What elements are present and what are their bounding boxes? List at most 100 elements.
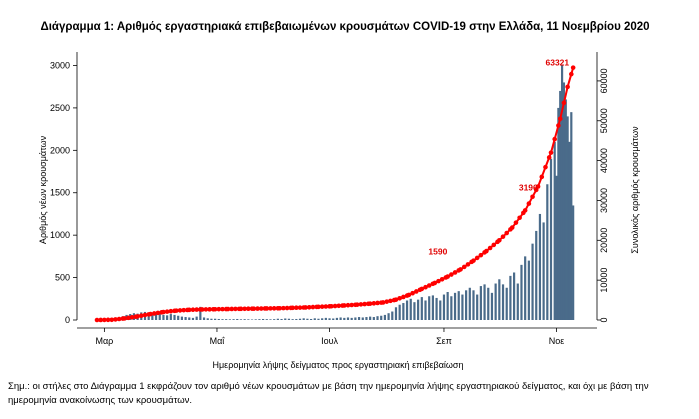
cumulative-point: [199, 307, 205, 312]
right-tick-label: 60000: [599, 68, 609, 93]
cumulative-point: [565, 84, 570, 90]
cumulative-point: [126, 315, 131, 321]
annotations-group: 1590 3196 63321: [428, 58, 569, 257]
left-tick-label: 2500: [50, 103, 70, 113]
bar: [154, 312, 158, 320]
cumulative-point: [225, 306, 231, 312]
bar: [217, 318, 220, 320]
cumulative-point: [432, 280, 438, 286]
cumulative-point: [530, 194, 535, 200]
bar: [398, 304, 401, 320]
cumulative-point: [255, 306, 260, 311]
bar: [494, 283, 497, 320]
right-y-axis: 0 10000 20000 30000 40000 50000 60000: [596, 52, 609, 323]
left-tick-label: 1000: [50, 230, 70, 240]
cumulative-point: [94, 317, 100, 323]
cumulative-point: [375, 300, 380, 306]
cumulative-point: [109, 317, 115, 323]
bar: [531, 243, 534, 320]
bar: [195, 316, 198, 320]
cumulative-point: [155, 310, 161, 316]
cumulative-point: [161, 309, 166, 315]
bar: [357, 317, 361, 320]
cumulative-point: [413, 289, 419, 294]
footnote: Σημ.: οι στήλες στο Διάγραμμα 1 εκφράζου…: [8, 381, 649, 406]
cumulative-point: [310, 304, 316, 310]
bar: [527, 260, 530, 320]
cumulative-point: [561, 100, 567, 106]
bar: [321, 318, 324, 320]
cumulative-point: [557, 116, 563, 122]
bar: [210, 318, 213, 320]
cumulative-point: [251, 306, 257, 311]
bar: [505, 287, 508, 320]
bar: [391, 311, 394, 320]
cumulative-point: [203, 307, 209, 312]
bar: [560, 65, 564, 320]
bar: [239, 319, 243, 320]
cumulative-point: [102, 317, 107, 323]
bar: [177, 315, 180, 320]
bar: [324, 317, 327, 320]
cumulative-point: [380, 300, 386, 305]
bar: [424, 300, 427, 320]
right-tick-label: 0: [599, 317, 609, 322]
bar: [354, 317, 357, 320]
bar: [291, 319, 294, 320]
cumulative-point: [306, 304, 312, 310]
bar: [158, 313, 161, 320]
cumulative-point: [569, 71, 574, 77]
cumulative-point: [271, 306, 277, 311]
cumulative-point: [138, 313, 144, 319]
bar: [431, 295, 434, 320]
cumulative-point: [186, 307, 192, 313]
cumulative-point: [177, 308, 183, 313]
bar: [487, 287, 490, 320]
bar: [405, 300, 409, 320]
cumulative-point: [332, 303, 338, 309]
cumulative-point: [142, 312, 148, 318]
x-tick-label: Ιουλ: [321, 336, 338, 346]
cumulative-point: [358, 302, 364, 307]
chart-title: Διάγραμμα 1: Αριθμός εργαστηριακά επιβεβ…: [40, 21, 649, 33]
cumulative-point: [461, 264, 467, 270]
bar: [254, 319, 257, 320]
bar: [490, 292, 494, 320]
bar: [262, 318, 265, 320]
cumulative-point: [345, 302, 351, 308]
bar: [428, 296, 431, 320]
bar: [309, 318, 313, 320]
bar: [346, 317, 350, 320]
bar: [570, 112, 573, 320]
bar: [402, 303, 405, 320]
cumulative-point: [207, 307, 212, 312]
cumulative-point: [181, 307, 187, 313]
bar: [284, 318, 287, 320]
cumulative-point: [319, 304, 325, 309]
x-tick-label: Σεπ: [436, 336, 452, 346]
cumulative-point: [546, 155, 552, 160]
y-axis-label-left: Αριθμός νέων κρουσμάτων: [38, 135, 48, 244]
cumulative-point: [436, 278, 441, 284]
cumulative-point: [491, 242, 497, 248]
bar: [546, 184, 549, 320]
cumulative-line-group: [94, 65, 576, 323]
cumulative-point: [268, 306, 273, 311]
bar: [442, 294, 446, 320]
bar: [572, 205, 575, 320]
bar: [247, 319, 250, 320]
cumulative-point: [533, 187, 539, 193]
cumulative-line: [96, 67, 575, 321]
bar: [243, 319, 246, 320]
bar: [383, 314, 387, 320]
bar: [369, 316, 372, 320]
x-axis: Μαρ Μαΐ Ιουλ Σεπ Νοε: [77, 327, 597, 346]
bar: [501, 284, 505, 320]
cumulative-point: [336, 303, 342, 309]
bar: [516, 283, 519, 320]
bar: [295, 318, 298, 320]
bar: [258, 319, 261, 320]
bar: [409, 298, 412, 320]
bar: [479, 286, 482, 320]
cumulative-point: [513, 220, 519, 225]
